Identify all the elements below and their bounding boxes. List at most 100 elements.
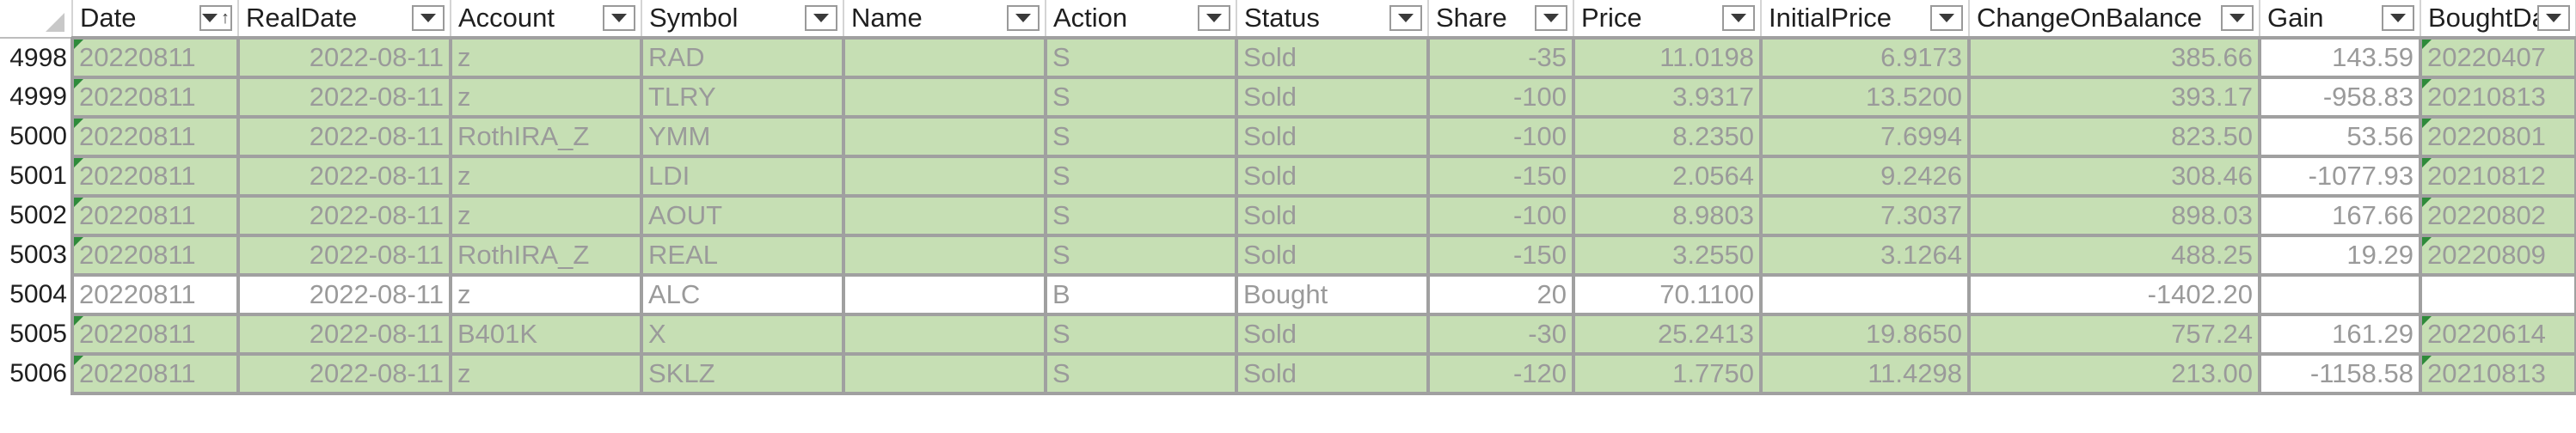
gain-cell[interactable] — [2258, 273, 2422, 316]
gain-cell[interactable]: -1158.58 — [2258, 352, 2422, 395]
action-cell[interactable]: S — [1044, 234, 1238, 277]
filter-dropdown-icon[interactable] — [1007, 5, 1040, 31]
filter-dropdown-icon[interactable] — [1389, 5, 1422, 31]
name-cell[interactable] — [842, 76, 1047, 119]
date-cell[interactable]: 20220811 — [71, 313, 240, 356]
column-header-price[interactable]: Price — [1573, 0, 1762, 39]
initialprice-cell[interactable]: 11.4298 — [1759, 352, 1971, 395]
filter-dropdown-icon[interactable] — [2537, 5, 2570, 31]
name-cell[interactable] — [842, 194, 1047, 237]
share-cell[interactable]: -150 — [1426, 234, 1575, 277]
share-cell[interactable]: -150 — [1426, 155, 1575, 198]
table-row[interactable]: 5001 20220811 2022-08-11 z LDI S Sold -150 2.056… — [0, 155, 2576, 198]
date-cell[interactable]: 20220811 — [71, 155, 240, 198]
column-header-action[interactable]: Action — [1046, 0, 1237, 39]
status-cell[interactable]: Bought — [1235, 273, 1430, 316]
filter-dropdown-icon[interactable] — [412, 5, 445, 31]
realdate-cell[interactable]: 2022-08-11 — [236, 155, 452, 198]
account-cell[interactable]: z — [449, 76, 643, 119]
changeonbalance-cell[interactable]: 898.03 — [1967, 194, 2261, 237]
account-cell[interactable]: RothIRA_Z — [449, 234, 643, 277]
status-cell[interactable]: Sold — [1235, 234, 1430, 277]
date-cell[interactable]: 20220811 — [71, 234, 240, 277]
status-cell[interactable]: Sold — [1235, 76, 1430, 119]
filter-dropdown-icon[interactable] — [1198, 5, 1230, 31]
price-cell[interactable]: 1.7750 — [1572, 352, 1763, 395]
initialprice-cell[interactable]: 19.8650 — [1759, 313, 1971, 356]
row-number[interactable]: 5001 — [0, 156, 73, 196]
date-cell[interactable]: 20220811 — [71, 352, 240, 395]
status-cell[interactable]: Sold — [1235, 313, 1430, 356]
realdate-cell[interactable]: 2022-08-11 — [236, 234, 452, 277]
date-cell[interactable]: 20220811 — [71, 36, 240, 79]
action-cell[interactable]: S — [1044, 76, 1238, 119]
action-cell[interactable]: S — [1044, 194, 1238, 237]
column-header-changeonbalance[interactable]: ChangeOnBalance — [1969, 0, 2260, 39]
price-cell[interactable]: 25.2413 — [1572, 313, 1763, 356]
gain-cell[interactable]: 53.56 — [2258, 115, 2422, 158]
changeonbalance-cell[interactable]: 823.50 — [1967, 115, 2261, 158]
action-cell[interactable]: S — [1044, 36, 1238, 79]
account-cell[interactable]: z — [449, 155, 643, 198]
realdate-cell[interactable]: 2022-08-11 — [236, 352, 452, 395]
price-cell[interactable]: 11.0198 — [1572, 36, 1763, 79]
row-number[interactable]: 5003 — [0, 235, 73, 275]
initialprice-cell[interactable]: 3.1264 — [1759, 234, 1971, 277]
price-cell[interactable]: 70.1100 — [1572, 273, 1763, 316]
share-cell[interactable]: -30 — [1426, 313, 1575, 356]
table-row[interactable]: 5005 20220811 2022-08-11 B401K X S Sold -30 25.2… — [0, 313, 2576, 356]
initialprice-cell[interactable]: 9.2426 — [1759, 155, 1971, 198]
filter-dropdown-icon[interactable] — [1930, 5, 1963, 31]
filter-dropdown-icon[interactable] — [1535, 5, 1567, 31]
column-header-initialprice[interactable]: InitialPrice — [1761, 0, 1970, 39]
name-cell[interactable] — [842, 115, 1047, 158]
column-header-status[interactable]: Status — [1236, 0, 1429, 39]
table-row[interactable]: 4998 20220811 2022-08-11 z RAD S Sold -35 11.019… — [0, 36, 2576, 79]
filter-dropdown-icon[interactable] — [1722, 5, 1755, 31]
realdate-cell[interactable]: 2022-08-11 — [236, 115, 452, 158]
account-cell[interactable]: z — [449, 273, 643, 316]
status-cell[interactable]: Sold — [1235, 155, 1430, 198]
changeonbalance-cell[interactable]: 213.00 — [1967, 352, 2261, 395]
share-cell[interactable]: -100 — [1426, 194, 1575, 237]
account-cell[interactable]: z — [449, 352, 643, 395]
initialprice-cell[interactable] — [1759, 273, 1971, 316]
price-cell[interactable]: 3.9317 — [1572, 76, 1763, 119]
realdate-cell[interactable]: 2022-08-11 — [236, 313, 452, 356]
column-header-symbol[interactable]: Symbol — [641, 0, 844, 39]
action-cell[interactable]: B — [1044, 273, 1238, 316]
row-number[interactable]: 5006 — [0, 354, 73, 393]
action-cell[interactable]: S — [1044, 155, 1238, 198]
table-row[interactable]: 5006 20220811 2022-08-11 z SKLZ S Sold -120 1.77… — [0, 352, 2576, 395]
symbol-cell[interactable]: ALC — [640, 273, 845, 316]
table-row[interactable]: 5004 20220811 2022-08-11 z ALC B Bought 20 70.11… — [0, 273, 2576, 316]
boughtdate-cell[interactable]: 20210813 — [2419, 352, 2576, 395]
boughtdate-cell[interactable]: 20220614 — [2419, 313, 2576, 356]
filter-dropdown-icon[interactable] — [805, 5, 837, 31]
column-header-account[interactable]: Account — [451, 0, 642, 39]
gain-cell[interactable]: 143.59 — [2258, 36, 2422, 79]
column-header-realdate[interactable]: RealDate — [238, 0, 451, 39]
share-cell[interactable]: 20 — [1426, 273, 1575, 316]
account-cell[interactable]: z — [449, 194, 643, 237]
boughtdate-cell[interactable] — [2419, 273, 2576, 316]
share-cell[interactable]: -35 — [1426, 36, 1575, 79]
row-number[interactable]: 5000 — [0, 117, 73, 156]
price-cell[interactable]: 8.9803 — [1572, 194, 1763, 237]
gain-cell[interactable]: -1077.93 — [2258, 155, 2422, 198]
changeonbalance-cell[interactable]: 488.25 — [1967, 234, 2261, 277]
boughtdate-cell[interactable]: 20210813 — [2419, 76, 2576, 119]
symbol-cell[interactable]: AOUT — [640, 194, 845, 237]
action-cell[interactable]: S — [1044, 313, 1238, 356]
status-cell[interactable]: Sold — [1235, 352, 1430, 395]
symbol-cell[interactable]: TLRY — [640, 76, 845, 119]
initialprice-cell[interactable]: 13.5200 — [1759, 76, 1971, 119]
name-cell[interactable] — [842, 234, 1047, 277]
name-cell[interactable] — [842, 36, 1047, 79]
boughtdate-cell[interactable]: 20220801 — [2419, 115, 2576, 158]
table-row[interactable]: 5002 20220811 2022-08-11 z AOUT S Sold -100 8.98… — [0, 194, 2576, 237]
name-cell[interactable] — [842, 352, 1047, 395]
symbol-cell[interactable]: SKLZ — [640, 352, 845, 395]
filter-dropdown-icon[interactable] — [2382, 5, 2414, 31]
changeonbalance-cell[interactable]: 757.24 — [1967, 313, 2261, 356]
